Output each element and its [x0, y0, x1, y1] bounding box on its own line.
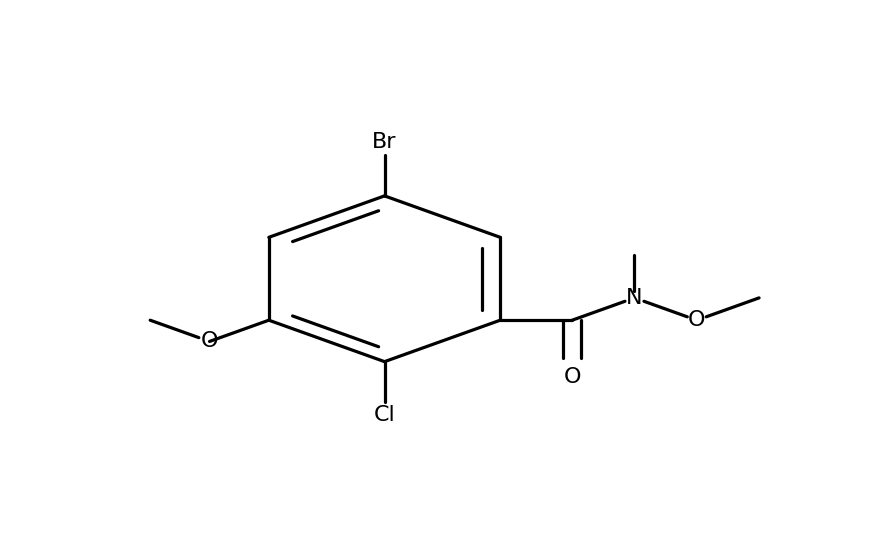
Text: O: O — [688, 310, 705, 330]
Text: O: O — [201, 331, 218, 352]
Text: N: N — [626, 288, 643, 308]
Text: O: O — [563, 367, 581, 387]
Text: Cl: Cl — [374, 405, 395, 426]
Text: Br: Br — [372, 132, 397, 152]
